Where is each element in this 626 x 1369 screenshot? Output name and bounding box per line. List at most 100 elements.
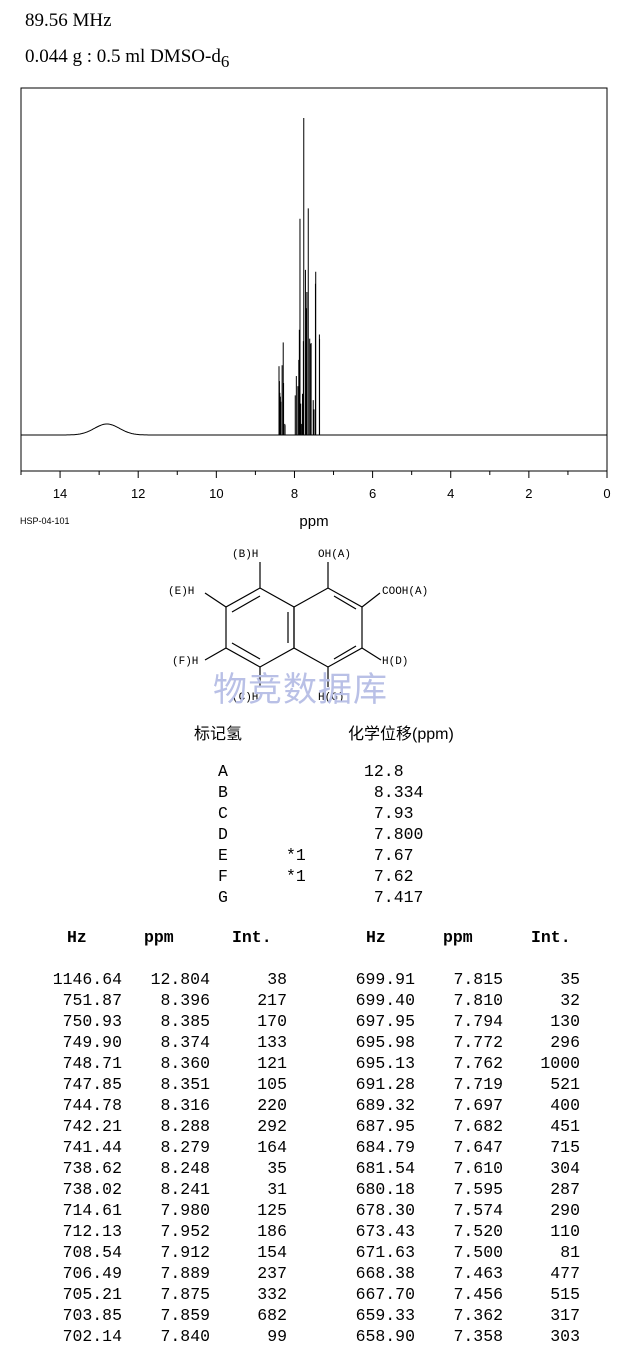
x-tick-label: 14: [53, 486, 67, 501]
peak-hz: 714.61: [62, 1201, 122, 1220]
peak-int: 332: [257, 1285, 287, 1304]
peak-header: ppm: [443, 928, 473, 947]
peak-ppm: 7.574: [453, 1201, 503, 1220]
shift-value: 7.67: [364, 846, 414, 865]
shift-label: D: [218, 825, 228, 844]
shift-label: C: [218, 804, 228, 823]
peak-ppm: 7.952: [160, 1222, 210, 1241]
x-tick-label: 6: [369, 486, 376, 501]
plot-frame: [20, 87, 608, 472]
peak-hz: 697.95: [355, 1012, 415, 1031]
peak-hz: 659.33: [355, 1306, 415, 1325]
peak-hz: 684.79: [355, 1138, 415, 1157]
shift-note: *1: [286, 867, 306, 886]
peak-hz: 706.49: [62, 1264, 122, 1283]
peak-int: 1000: [540, 1054, 580, 1073]
shift-label: E: [218, 846, 228, 865]
shift-value: 7.800: [364, 825, 424, 844]
x-tick-label: 10: [209, 486, 223, 501]
peak-hz: 678.30: [355, 1201, 415, 1220]
shift-label: B: [218, 783, 228, 802]
peak-ppm: 7.815: [453, 970, 503, 989]
peak-header: Int.: [232, 928, 272, 947]
label-B: (B)H: [232, 549, 258, 561]
shift-label: G: [218, 888, 228, 907]
peak-int: 477: [550, 1264, 580, 1283]
peak-ppm: 7.772: [453, 1033, 503, 1052]
peak-hz: 681.54: [355, 1159, 415, 1178]
peak-int: 217: [257, 991, 287, 1010]
peak-hz: 673.43: [355, 1222, 415, 1241]
peak-header: Hz: [366, 928, 386, 947]
label-OH: OH(A): [318, 549, 351, 561]
frequency-label: 89.56 MHz: [25, 10, 112, 31]
shift-value: 12.8: [364, 762, 404, 781]
shift-col2-header: 化学位移(ppm): [348, 726, 454, 743]
peak-hz: 744.78: [62, 1096, 122, 1115]
peak-int: 682: [257, 1306, 287, 1325]
peak-int: 317: [550, 1306, 580, 1325]
peak-hz: 749.90: [62, 1033, 122, 1052]
peak-hz: 699.91: [355, 970, 415, 989]
peak-ppm: 8.351: [160, 1075, 210, 1094]
peak-ppm: 8.316: [160, 1096, 210, 1115]
peak-int: 451: [550, 1117, 580, 1136]
peak-ppm: 7.697: [453, 1096, 503, 1115]
peak-int: 400: [550, 1096, 580, 1115]
peak-ppm: 8.396: [160, 991, 210, 1010]
peak-int: 220: [257, 1096, 287, 1115]
x-axis-tick-labels: 14 12 10 8 6 4 2 0: [53, 486, 611, 501]
peak-hz: 708.54: [62, 1243, 122, 1262]
shift-col1-header: 标记氢: [194, 726, 243, 743]
peak-int: 110: [550, 1222, 580, 1241]
peak-int: 154: [257, 1243, 287, 1262]
peak-ppm: 7.794: [453, 1012, 503, 1031]
peak-int: 287: [550, 1180, 580, 1199]
peak-hz: 699.40: [355, 991, 415, 1010]
peak-hz: 750.93: [62, 1012, 122, 1031]
peak-ppm: 7.362: [453, 1306, 503, 1325]
sample-text: 0.044 g : 0.5 ml DMSO-d: [25, 46, 221, 67]
sample-label: 0.044 g : 0.5 ml DMSO-d6: [25, 46, 229, 72]
peak-ppm: 7.840: [160, 1327, 210, 1346]
peak-hz: 671.63: [355, 1243, 415, 1262]
peak-ppm: 7.875: [160, 1285, 210, 1304]
peak-hz: 668.38: [355, 1264, 415, 1283]
label-COOH: COOH(A): [382, 586, 428, 598]
peak-hz: 748.71: [62, 1054, 122, 1073]
peak-int: 31: [267, 1180, 287, 1199]
nmr-spectrum-chart: 14 12 10 8 6 4 2 0 ppm: [20, 87, 611, 530]
peak-int: 38: [267, 970, 287, 989]
peak-hz: 695.98: [355, 1033, 415, 1052]
peak-hz: 738.62: [62, 1159, 122, 1178]
peak-hz: 658.90: [355, 1327, 415, 1346]
peak-int: 35: [560, 970, 580, 989]
peak-int: 715: [550, 1138, 580, 1157]
peak-int: 186: [257, 1222, 287, 1241]
peak-ppm: 7.762: [453, 1054, 503, 1073]
peak-int: 99: [267, 1327, 287, 1346]
shift-value: 7.417: [364, 888, 424, 907]
peak-int: 105: [257, 1075, 287, 1094]
label-E: (E)H: [168, 586, 194, 598]
peak-hz: 751.87: [62, 991, 122, 1010]
peak-ppm: 8.241: [160, 1180, 210, 1199]
x-axis-ticks: [20, 471, 608, 478]
peak-hz: 705.21: [62, 1285, 122, 1304]
peak-ppm: 7.500: [453, 1243, 503, 1262]
peak-header: Int.: [531, 928, 571, 947]
peak-ppm: 8.385: [160, 1012, 210, 1031]
peak-int: 133: [257, 1033, 287, 1052]
x-tick-label: 2: [525, 486, 532, 501]
spectrum-code: HSP-04-101: [20, 516, 70, 526]
peak-ppm: 7.358: [453, 1327, 503, 1346]
peak-ppm: 7.810: [453, 991, 503, 1010]
peak-int: 521: [550, 1075, 580, 1094]
peak-int: 130: [550, 1012, 580, 1031]
peak-ppm: 7.859: [160, 1306, 210, 1325]
peak-ppm: 8.360: [160, 1054, 210, 1073]
peak-ppm: 7.610: [453, 1159, 503, 1178]
shift-label: A: [218, 762, 228, 781]
peak-ppm: 7.595: [453, 1180, 503, 1199]
peak-int: 515: [550, 1285, 580, 1304]
